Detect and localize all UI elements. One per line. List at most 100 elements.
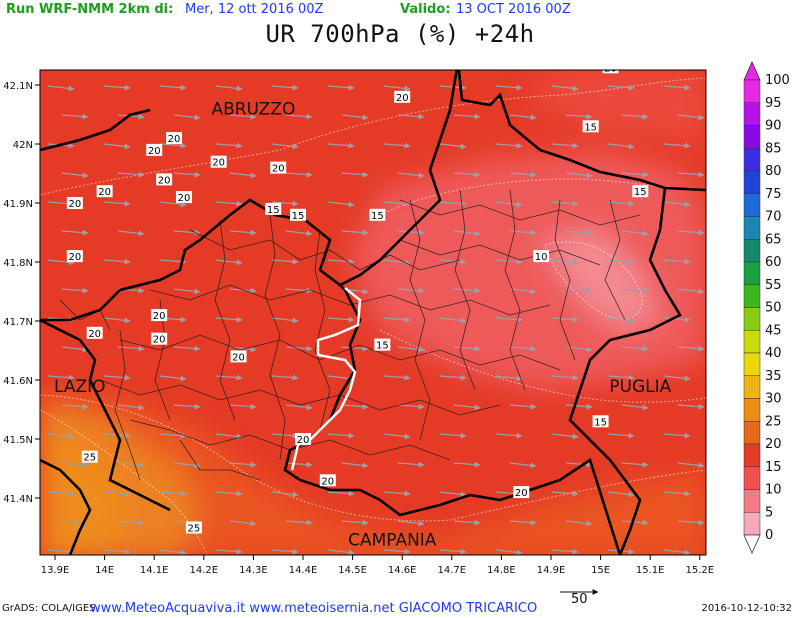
colorbar: 1009590858075706560555045403530252015105… <box>743 61 790 554</box>
colorbar-swatch <box>743 239 761 263</box>
wind-arrow <box>509 403 537 410</box>
wind-arrow <box>453 113 481 120</box>
x-tick-label: 14.1E <box>140 565 169 576</box>
colorbar-swatch <box>743 330 761 354</box>
contour-label: 20 <box>96 185 113 198</box>
wind-arrow <box>607 374 635 381</box>
x-tick-label: 14.8E <box>487 565 516 576</box>
wind-arrow <box>383 490 411 497</box>
contour-label: 25 <box>185 521 202 535</box>
contour-label: 15 <box>632 185 649 198</box>
colorbar-label: 90 <box>765 119 782 134</box>
wind-arrow <box>565 229 593 236</box>
wind-arrow <box>551 85 579 92</box>
municipal-boundaries <box>59 189 641 481</box>
contour-label-text: 15 <box>267 205 280 216</box>
contour-label-box <box>175 191 192 204</box>
contour-label: 15 <box>265 202 282 216</box>
wind-arrow <box>229 461 257 468</box>
contour-label-text: 15 <box>292 211 305 222</box>
wind-arrow <box>159 432 187 439</box>
wind-arrow <box>285 171 313 178</box>
wind-arrow <box>159 490 187 497</box>
x-tick-label: 14.3E <box>239 565 268 576</box>
contour-label: 20 <box>151 309 168 322</box>
wind-arrow <box>453 230 481 237</box>
contour-label: 15 <box>290 208 307 222</box>
region-label: PUGLIA <box>609 377 671 397</box>
wind-arrow <box>551 259 579 266</box>
wind-arrow <box>229 403 257 410</box>
contour-label-box <box>582 120 599 133</box>
wind-arrow <box>159 84 187 91</box>
wind-arrow <box>607 143 635 150</box>
region-labels: ABRUZZO LAZIO PUGLIA CAMPANIA <box>54 100 672 551</box>
contour-label: 15 <box>374 338 391 352</box>
wind-arrow <box>341 114 369 121</box>
contour-label: 20 <box>66 250 83 263</box>
x-tick-label: 14.5E <box>338 565 367 576</box>
wind-arrow <box>383 200 411 207</box>
colorbar-label: 5 <box>765 505 773 520</box>
contour-label-box <box>592 415 609 428</box>
contour-label-box <box>319 474 336 487</box>
contour-label-box <box>66 250 83 263</box>
wind-arrow <box>173 345 201 352</box>
contour-label: 20 <box>66 197 83 210</box>
contour-label-box <box>602 70 619 74</box>
contour-label-text: 20 <box>68 252 81 263</box>
colorbar-label: 70 <box>765 210 782 225</box>
contour-label-box <box>290 208 307 221</box>
wind-arrow <box>285 230 313 237</box>
wind-arrow <box>495 258 523 265</box>
colorbar-swatch <box>743 398 761 422</box>
region-label: CAMPANIA <box>348 530 437 550</box>
contour-label-box <box>96 185 113 198</box>
wind-arrow <box>383 374 411 381</box>
colorbar-swatch <box>743 375 761 399</box>
y-tick-label: 41.8N <box>3 258 33 269</box>
colorbar-label: 60 <box>765 255 782 270</box>
wind-arrow <box>663 316 691 323</box>
contour-label-box <box>185 521 202 534</box>
wind-arrow <box>663 549 691 555</box>
contour-label-text: 15 <box>594 417 607 428</box>
contour-label-text: 20 <box>212 158 225 169</box>
wind-arrow <box>621 404 649 411</box>
wind-arrow <box>551 490 579 497</box>
contour-label-text: 15 <box>371 211 384 222</box>
colorbar-label: 65 <box>765 232 782 247</box>
colorbar-swatch <box>743 352 761 376</box>
wind-arrow <box>103 548 131 555</box>
wind-arrow <box>285 404 313 411</box>
wind-arrow <box>663 490 691 497</box>
colorbar-swatch <box>743 170 761 194</box>
contour-label: 20 <box>295 433 311 446</box>
wind-arrow <box>607 84 635 91</box>
wind-arrow <box>229 520 257 527</box>
wind-arrow <box>61 172 89 179</box>
wind-arrow <box>551 548 579 555</box>
wind-arrow <box>327 490 355 497</box>
contour-label-box <box>295 433 311 445</box>
wind-arrow <box>383 85 411 92</box>
colorbar-label: 100 <box>765 73 790 88</box>
wind-arrow <box>663 201 691 208</box>
wind-arrow <box>103 84 131 91</box>
contour-label-text: 25 <box>188 524 201 535</box>
colorbar-label: 10 <box>765 483 782 498</box>
wind-arrow <box>621 171 649 178</box>
wind-arrow <box>173 462 201 469</box>
contour-label: 20 <box>394 90 411 104</box>
contour-label-text: 20 <box>168 134 181 145</box>
y-tick-label: 41.9N <box>3 199 33 210</box>
y-tick-label: 41.6N <box>3 376 33 387</box>
wind-arrow <box>677 403 705 410</box>
wind-arrow <box>47 374 75 381</box>
wind-arrow <box>229 172 257 179</box>
colorbar-label: 80 <box>765 164 782 179</box>
wind-arrow <box>271 548 299 555</box>
colorbar-label: 25 <box>765 414 782 429</box>
contour-label-text: 20 <box>88 329 101 340</box>
wind-arrow <box>215 85 243 92</box>
